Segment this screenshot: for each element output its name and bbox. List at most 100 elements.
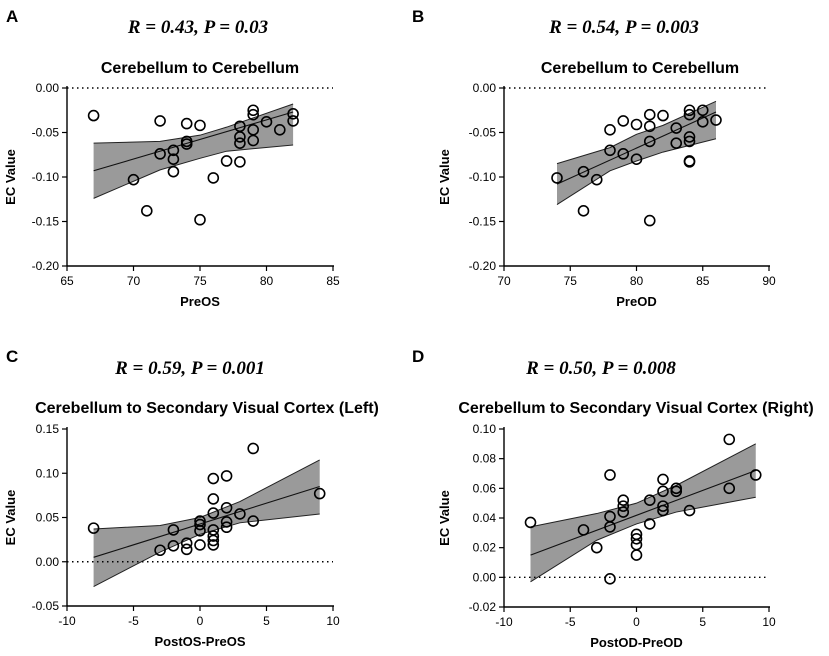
- data-point: [590, 541, 603, 554]
- data-point: [220, 521, 233, 534]
- data-point: [577, 165, 590, 178]
- data-point: [154, 148, 166, 160]
- chart-title: Cerebellum to Secondary Visual Cortex (R…: [458, 400, 813, 417]
- data-point: [696, 104, 709, 117]
- data-point: [207, 172, 220, 184]
- x-tick-label: 75: [564, 274, 578, 288]
- data-point: [194, 539, 206, 551]
- x-tick-label: 10: [762, 615, 776, 629]
- data-point: [127, 173, 140, 186]
- y-tick-label: 0.00: [36, 555, 60, 569]
- ci-lower-line: [93, 513, 320, 587]
- x-tick-label: 80: [260, 274, 274, 288]
- stat-label: R = 0.50, P = 0.008: [525, 358, 676, 379]
- y-tick-label: -0.15: [32, 215, 60, 229]
- data-point: [630, 528, 643, 541]
- x-tick-label: 70: [497, 274, 511, 288]
- data-point: [604, 144, 616, 157]
- stat-label: R = 0.43, P = 0.03: [127, 17, 268, 38]
- x-tick-label: -10: [495, 615, 513, 629]
- confidence-band: [93, 459, 320, 587]
- panel-a: A R = 0.43, P = 0.03 Cerebellum to Cerebel…: [3, 7, 340, 309]
- ci-upper-line: [93, 459, 320, 530]
- y-tick-label: 0.00: [473, 570, 497, 584]
- data-point: [604, 573, 616, 585]
- data-point: [617, 115, 630, 127]
- regression-line: [556, 111, 717, 185]
- x-axis-label: PostOD-PreOD: [590, 635, 682, 650]
- y-axis-label: EC Value: [3, 149, 18, 205]
- y-tick-label: 0.08: [473, 452, 497, 466]
- data-point: [617, 494, 630, 507]
- y-tick-label: 0.00: [36, 81, 60, 95]
- data-point: [154, 544, 166, 557]
- data-point: [683, 504, 696, 517]
- chart-title: Cerebellum to Secondary Visual Cortex (L…: [35, 400, 379, 417]
- x-tick-label: 0: [197, 614, 204, 628]
- y-tick-label: 0.00: [473, 81, 497, 95]
- regression-line: [93, 486, 320, 558]
- data-point: [723, 433, 736, 446]
- data-point: [207, 530, 220, 542]
- data-point: [643, 120, 656, 133]
- x-tick-label: -5: [128, 614, 139, 628]
- x-axis-label: PostOS-PreOS: [154, 634, 245, 649]
- data-point: [207, 507, 220, 519]
- data-point: [141, 205, 153, 217]
- x-tick-label: -5: [565, 615, 576, 629]
- data-point: [167, 165, 180, 178]
- data-point: [234, 137, 246, 149]
- x-tick-label: 90: [762, 274, 776, 288]
- x-axis-label: PreOS: [180, 294, 220, 309]
- data-point: [683, 104, 696, 117]
- chart-title: Cerebellum to Cerebellum: [101, 60, 299, 77]
- x-axis-label: PreOD: [616, 294, 656, 309]
- data-point: [167, 153, 180, 165]
- y-tick-label: -0.20: [469, 259, 497, 273]
- panel-d: D R = 0.50, P = 0.008 Cerebellum to Second…: [412, 347, 814, 650]
- data-point: [194, 213, 206, 226]
- data-point: [617, 500, 630, 512]
- data-point: [207, 524, 220, 536]
- data-point: [643, 494, 656, 507]
- data-point: [167, 144, 180, 157]
- data-point: [710, 114, 722, 126]
- y-tick-label: 0.06: [473, 481, 497, 495]
- data-point: [630, 532, 643, 545]
- data-point: [577, 205, 590, 217]
- data-point: [167, 540, 180, 552]
- ci-upper-line: [530, 443, 756, 528]
- data-point: [723, 482, 736, 495]
- ci-upper-line: [556, 100, 717, 165]
- y-tick-label: -0.05: [32, 599, 60, 613]
- data-point: [87, 109, 100, 122]
- y-tick-label: -0.20: [32, 259, 60, 273]
- regression-line: [93, 111, 294, 172]
- stat-label: R = 0.54, P = 0.003: [548, 17, 699, 38]
- panel-letter: B: [412, 7, 424, 26]
- x-tick-label: 75: [193, 274, 207, 288]
- data-point: [683, 135, 696, 148]
- data-point: [194, 515, 206, 527]
- data-point: [670, 137, 683, 149]
- y-axis-label: EC Value: [3, 490, 18, 546]
- data-point: [260, 116, 273, 128]
- x-tick-label: 85: [326, 274, 340, 288]
- data-point: [207, 493, 220, 505]
- x-tick-label: 70: [127, 274, 141, 288]
- data-point: [234, 131, 246, 143]
- data-point: [630, 153, 643, 165]
- x-tick-label: 65: [60, 274, 74, 288]
- data-point: [630, 118, 643, 131]
- data-point: [194, 119, 206, 132]
- data-point: [643, 518, 656, 530]
- data-point: [180, 537, 193, 549]
- regression-line: [530, 470, 756, 556]
- data-point: [234, 508, 246, 520]
- x-tick-label: 10: [326, 614, 340, 628]
- ci-upper-line: [93, 103, 294, 144]
- data-point: [247, 134, 259, 147]
- x-tick-label: 80: [630, 274, 644, 288]
- data-point: [604, 124, 616, 136]
